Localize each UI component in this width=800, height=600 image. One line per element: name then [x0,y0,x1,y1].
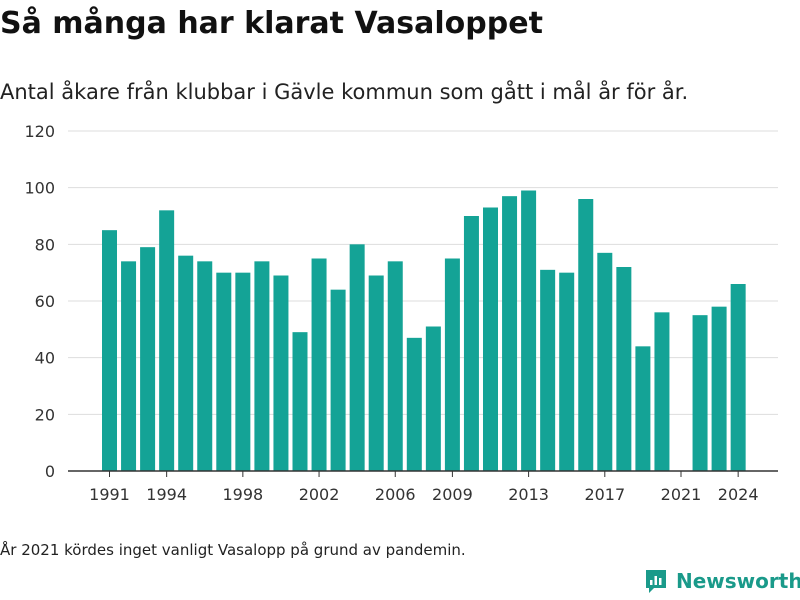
y-tick-label: 60 [35,292,55,311]
y-tick-label: 100 [24,179,55,198]
newsworthy-logo-icon [646,570,666,593]
bar [483,207,498,471]
bar [273,275,289,471]
y-tick-label: 20 [35,405,55,424]
bar [197,261,213,471]
bar [502,196,518,471]
chart-title: Så många har klarat Vasaloppet [0,6,543,41]
bar [292,332,308,471]
bar [425,326,441,471]
bar [387,261,403,471]
bar [521,190,537,471]
x-tick-label: 1994 [146,485,187,504]
bar [330,289,346,471]
bar [235,272,251,471]
bar [121,261,137,471]
bar [140,247,156,471]
x-tick-label: 2013 [508,485,549,504]
footnote: År 2021 kördes inget vanligt Vasalopp på… [0,541,466,559]
y-tick-label: 80 [35,235,55,254]
y-tick-label: 0 [45,462,55,481]
bar [540,269,556,471]
x-tick-label: 2017 [584,485,625,504]
bar [463,216,479,471]
bar [216,272,232,471]
x-tick-label: 2024 [718,485,759,504]
y-tick-label: 40 [35,349,55,368]
bar [711,306,727,471]
bar [349,244,365,471]
bar [578,199,594,471]
x-tick-label: 1991 [89,485,130,504]
bar [597,252,613,471]
bar [692,315,708,471]
x-tick-label: 1998 [222,485,263,504]
bar [102,230,117,471]
x-tick-label: 2009 [432,485,473,504]
bar [654,312,670,471]
brand-logo: Newsworthy [644,568,800,594]
bar [254,261,270,471]
bar-chart: 0 20 40 60 80 100 120 1991 1994 1998 2002 2006 2009 2… [24,122,778,504]
bar [178,255,194,471]
x-tick-label: 2021 [661,485,702,504]
brand-name: Newsworthy [676,569,800,593]
chart-subtitle: Antal åkare från klubbar i Gävle kommun … [0,80,689,104]
bar [444,258,460,471]
bar [559,272,575,471]
bar [368,275,384,471]
y-tick-label: 120 [24,122,55,141]
bar [406,337,422,471]
x-tick-label: 2002 [299,485,340,504]
x-tick-label: 2006 [375,485,416,504]
bar [635,346,651,471]
bar [616,267,632,471]
bar [730,284,746,471]
bar [159,210,175,472]
bar [311,258,327,471]
